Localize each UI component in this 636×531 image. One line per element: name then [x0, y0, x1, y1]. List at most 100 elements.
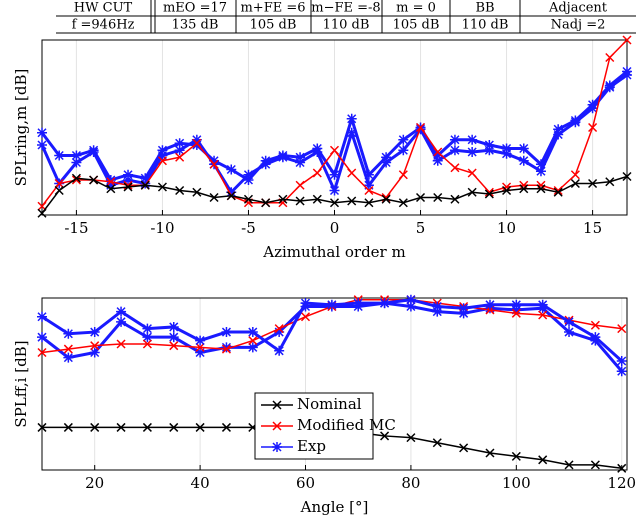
marker: [157, 145, 168, 156]
x-tick-label: 0: [330, 219, 340, 237]
marker: [106, 177, 116, 187]
marker: [274, 345, 285, 356]
marker: [329, 185, 340, 196]
marker: [226, 191, 236, 201]
marker: [484, 189, 494, 199]
marker: [312, 147, 323, 157]
marker: [622, 70, 632, 80]
legend-marker: [272, 421, 282, 431]
marker: [142, 339, 152, 349]
marker: [519, 180, 529, 190]
marker: [502, 185, 512, 196]
marker: [54, 150, 65, 161]
legend-marker: [272, 400, 282, 410]
marker: [192, 138, 202, 148]
marker: [106, 184, 116, 194]
marker: [105, 175, 116, 185]
marker: [605, 177, 615, 187]
marker: [295, 157, 306, 168]
axes-box: [41, 39, 628, 216]
table-cell: HW CUT: [74, 1, 133, 16]
marker: [174, 138, 185, 149]
marker: [553, 187, 563, 197]
marker: [501, 148, 512, 159]
x-tick-label: 40: [191, 474, 210, 492]
marker: [432, 301, 443, 312]
marker: [346, 127, 357, 138]
marker: [564, 316, 575, 327]
marker: [433, 147, 443, 157]
marker: [37, 140, 47, 150]
marker: [616, 356, 627, 367]
marker: [406, 433, 416, 443]
marker: [37, 127, 47, 138]
marker: [405, 294, 416, 305]
marker: [63, 422, 73, 432]
marker: [518, 155, 529, 166]
marker: [449, 134, 460, 145]
marker: [381, 194, 391, 204]
marker: [398, 198, 408, 208]
marker: [312, 168, 322, 178]
marker: [570, 117, 581, 128]
marker: [71, 157, 82, 168]
marker: [484, 145, 495, 156]
x-axis-label: Azimuthal order m: [262, 243, 405, 261]
marker: [379, 298, 390, 309]
marker: [243, 194, 254, 204]
marker: [329, 198, 340, 208]
x-tick-label: -15: [64, 219, 88, 237]
marker: [537, 299, 548, 310]
marker: [450, 163, 460, 173]
marker: [564, 327, 575, 338]
marker: [519, 184, 529, 194]
marker: [587, 103, 598, 114]
marker: [71, 173, 81, 183]
legend: Nominal Modified MC Exp: [254, 392, 396, 460]
marker: [209, 192, 219, 203]
marker: [467, 134, 478, 145]
series-line: [41, 301, 623, 373]
marker: [169, 341, 179, 351]
table-cell: 135 dB: [172, 18, 219, 33]
marker: [381, 152, 392, 163]
marker: [484, 187, 494, 197]
marker: [458, 303, 469, 314]
marker: [63, 352, 74, 363]
marker: [485, 448, 495, 458]
table-cell: mEO =17: [163, 1, 227, 16]
marker: [536, 184, 546, 194]
marker: [570, 178, 580, 189]
marker: [89, 327, 100, 338]
marker: [140, 173, 151, 184]
marker: [90, 422, 100, 432]
marker: [538, 455, 548, 465]
plot-area: [37, 35, 632, 218]
marker: [590, 332, 601, 343]
marker: [140, 178, 151, 189]
marker: [278, 194, 288, 204]
marker: [511, 451, 521, 461]
marker: [123, 169, 134, 180]
marker: [63, 344, 73, 354]
table-cell: 105 dB: [250, 18, 297, 33]
marker: [221, 422, 231, 432]
marker: [142, 332, 153, 343]
marker: [553, 185, 563, 196]
marker: [381, 157, 392, 168]
marker: [518, 143, 529, 154]
marker: [467, 187, 477, 197]
marker: [195, 422, 205, 432]
marker: [248, 336, 258, 346]
marker: [459, 443, 469, 453]
marker: [588, 122, 598, 133]
marker: [175, 185, 185, 196]
marker: [192, 187, 202, 197]
marker: [467, 168, 477, 178]
marker: [433, 192, 443, 203]
x-tick-label: 100: [502, 474, 531, 492]
marker: [37, 332, 47, 343]
marker: [142, 422, 152, 432]
legend-label: Exp: [297, 437, 326, 455]
marker: [54, 185, 64, 196]
